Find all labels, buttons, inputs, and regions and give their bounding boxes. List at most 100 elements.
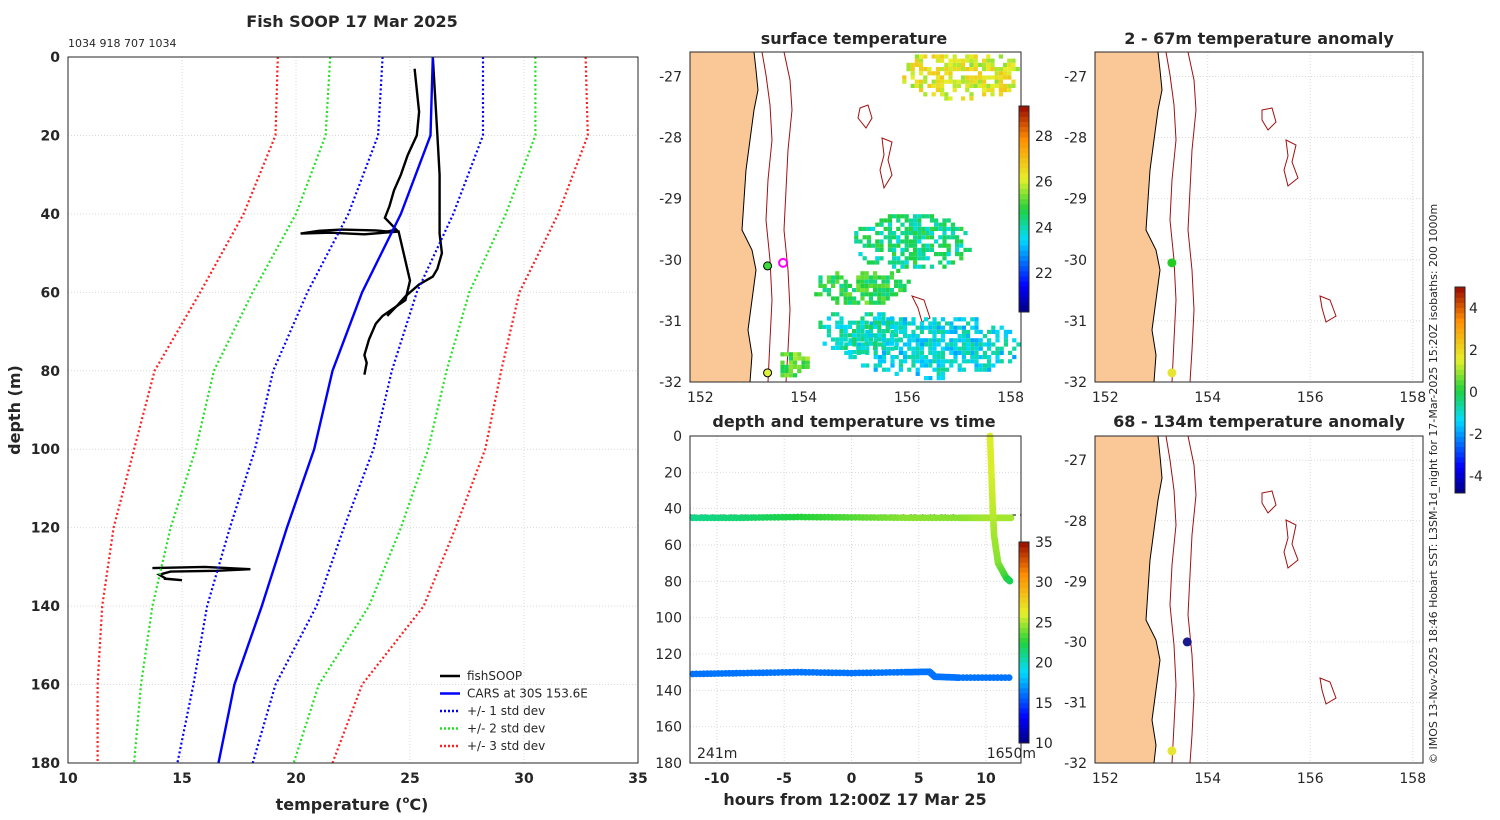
sst-pixel: [957, 363, 962, 368]
anomaly-deep-panel: 68 - 134m temperature anomaly 152 154 156 1…: [1064, 286, 1483, 787]
sst-pixel: [797, 352, 802, 357]
sst-pixel: [940, 54, 945, 59]
sst-pixel: [938, 243, 943, 248]
sst-pixel: [995, 359, 1000, 364]
sst-pixel: [908, 231, 913, 236]
sst-pixel: [917, 226, 922, 231]
sst-pixel: [858, 239, 863, 244]
sst-pixel: [875, 222, 880, 227]
sst-pixel: [906, 62, 911, 67]
sst-pixel: [873, 271, 878, 276]
sst-pixel: [913, 264, 918, 269]
timeseries-colorbar-cell: [1019, 612, 1029, 618]
sst-pixel: [994, 75, 999, 80]
sst-pixel: [822, 324, 827, 329]
sst-pixel: [935, 67, 940, 72]
sst-pixel: [831, 312, 836, 317]
sst-pixel: [940, 371, 945, 376]
sst-pixel: [948, 75, 953, 80]
sst-pixel: [917, 239, 922, 244]
sst-pixel: [856, 279, 861, 284]
sst-pixel: [940, 355, 945, 360]
sst-pixel: [788, 360, 793, 365]
anomaly-shallow-isobath-200: [1165, 51, 1177, 383]
sst-pixel: [866, 226, 871, 231]
anomaly-deep-map: [1094, 435, 1337, 764]
timeseries-colorbar-cell: [1019, 637, 1029, 643]
sst-pixel: [949, 342, 954, 347]
timeseries-colorbar-cell: [1019, 607, 1029, 613]
sst-pixel: [885, 292, 890, 297]
sst-pixel: [805, 360, 810, 365]
sst-pixel: [953, 346, 958, 351]
sst-pixel: [797, 369, 802, 374]
anomaly-deep-seamount-2: [1283, 519, 1299, 569]
anomaly-colorbar-cell: [1455, 353, 1465, 360]
sst-pixel: [990, 83, 995, 88]
sst-pixel: [889, 341, 894, 346]
sst-pixel: [869, 321, 874, 326]
timeseries-colorbar-cell: [1019, 687, 1029, 694]
anomaly-colorbar-cell: [1455, 436, 1465, 442]
sst-pixel: [868, 296, 873, 301]
sst-pixel: [913, 247, 918, 252]
sst-pixel: [835, 279, 840, 284]
sst-pixel: [946, 252, 951, 257]
sst-pixel: [860, 350, 865, 355]
sst-pixel: [898, 325, 903, 330]
sst-pixel: [894, 355, 899, 360]
sst-pixel: [991, 342, 996, 347]
sst-pixel: [885, 283, 890, 288]
anomaly-shallow-marker: [1167, 368, 1177, 378]
sst-pixel: [873, 338, 878, 343]
sst-pixel: [883, 218, 888, 223]
sst-pixel: [995, 334, 1000, 339]
map-xtick: 152: [687, 390, 714, 406]
sst-pixel: [793, 360, 798, 365]
sst-pixel: [935, 71, 940, 76]
sst-pixel: [839, 292, 844, 297]
sst-pixel: [887, 214, 892, 219]
sst-pixel: [914, 83, 919, 88]
sst-pixel: [835, 337, 840, 342]
anomaly-colorbar-cell: [1455, 426, 1465, 432]
sst-pixel: [919, 79, 924, 84]
anomaly-colorbar-tick: -4: [1469, 469, 1483, 485]
sst-pixel: [919, 329, 924, 334]
sst-pixel: [835, 296, 840, 301]
sst-pixel: [904, 214, 909, 219]
sst-pixel: [963, 231, 968, 236]
sst-pixel: [959, 226, 964, 231]
sst-pixel: [881, 316, 886, 321]
sst-pixel: [856, 333, 861, 338]
sst-pixel: [931, 79, 936, 84]
sst-pixel: [961, 67, 966, 72]
timeseries-colorbar-cell: [1019, 737, 1029, 744]
sst-pixel: [877, 337, 882, 342]
anomaly-colorbar-cell: [1455, 323, 1465, 329]
sst-pixel: [906, 67, 911, 72]
sst-pixel: [868, 337, 873, 342]
sst-pixel: [913, 222, 918, 227]
sst-pixel: [969, 54, 974, 59]
sst-pixel: [927, 83, 932, 88]
sst-pixel: [852, 329, 857, 334]
sst-pixel: [873, 350, 878, 355]
sst-pixel: [831, 345, 836, 350]
sst-pixel: [956, 62, 961, 67]
sst-pixel: [894, 329, 899, 334]
sst-pixel: [879, 218, 884, 223]
sst-pixel: [966, 334, 971, 339]
sst-pixel: [903, 334, 908, 339]
sst-pixel: [831, 275, 836, 280]
sst-pixel: [822, 288, 827, 293]
sst-colorbar-cell: [1019, 183, 1029, 189]
map-ytick: -31: [1064, 314, 1087, 330]
profile-legend: fishSOOP CARS at 30S 153.6E +/- 1 std dev +…: [440, 669, 588, 753]
sst-pixel: [953, 317, 958, 322]
sst-pixel: [864, 320, 869, 325]
sst-pixel: [999, 346, 1004, 351]
sst-pixel: [889, 275, 894, 280]
sst-pixel: [826, 292, 831, 297]
sst-pixel: [938, 260, 943, 265]
